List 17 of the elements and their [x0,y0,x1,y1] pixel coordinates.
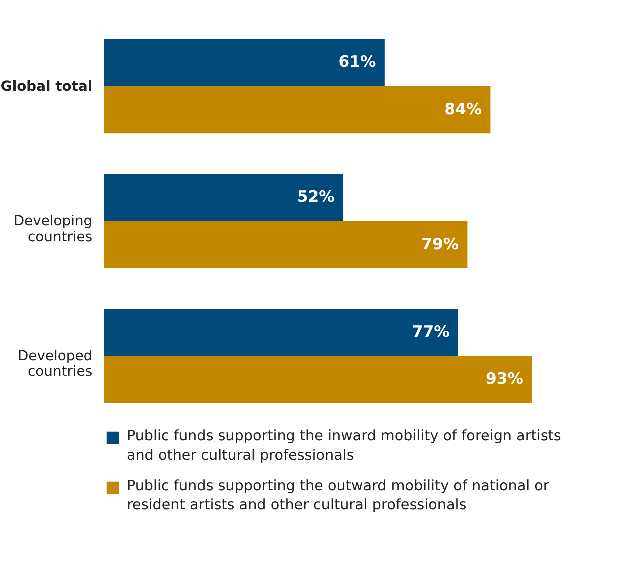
data-label: 93% [486,369,524,388]
bar [104,308,459,356]
bar [104,39,385,86]
bar [104,86,491,134]
y-tick-label: Developed countries [18,348,93,380]
y-tick-label: Developing countries [14,214,93,246]
data-label: 84% [444,99,482,118]
data-label: 79% [422,234,460,254]
y-tick-label: Global total [0,78,93,95]
data-label: 52% [297,187,336,206]
legend-label: Public funds supporting the inward mobility of foreign artists and other cultural professionals [126,428,562,464]
legend-label: Public funds supporting the outward mobility of national or resident artists and other cultural professionals [126,478,550,514]
data-label: 77% [412,322,450,341]
bar [104,221,468,269]
bar [104,174,344,222]
data-label: 61% [338,52,377,72]
bar [104,356,532,404]
